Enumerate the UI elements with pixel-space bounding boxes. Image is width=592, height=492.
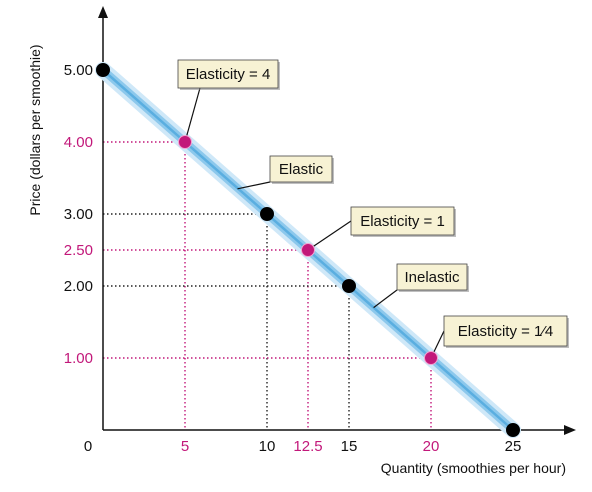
callouts: Elasticity = 4 Elastic Elasticity = 1 Inela… <box>177 59 569 348</box>
data-point-2 <box>260 207 274 221</box>
x-tick-label-2: 12.5 <box>293 438 322 455</box>
data-point-4 <box>342 279 356 293</box>
guide-lines <box>103 141 432 430</box>
callout-label-3: Inelastic <box>404 269 460 286</box>
data-point-6 <box>506 423 520 437</box>
data-point-3 <box>301 243 315 257</box>
data-point-0 <box>96 63 110 77</box>
data-point-5 <box>424 351 438 365</box>
y-tick-label-5: 5.00 <box>64 62 93 79</box>
callout-leader-1 <box>237 181 271 190</box>
callout-leader-3 <box>373 289 398 309</box>
y-tick-label-4: 4.00 <box>64 134 93 151</box>
y-tick-label-2: 2.50 <box>64 242 93 259</box>
tick-labels: 5 10 12.5 15 20 25 1.00 2.00 2.50 3.00 4.00 5.00 <box>64 62 522 455</box>
callout-box-1 <box>269 155 333 183</box>
x-axis-arrow <box>564 425 576 435</box>
callout-leader-2 <box>307 220 352 251</box>
y-axis-arrow <box>98 6 108 18</box>
x-tick-label-1: 10 <box>259 438 276 455</box>
data-points <box>96 63 520 437</box>
callout-label-1: Elastic <box>279 161 324 178</box>
callout-leader-0 <box>184 87 201 143</box>
origin-label: 0 <box>84 438 92 455</box>
x-tick-label-3: 15 <box>341 438 358 455</box>
y-tick-label-1: 2.00 <box>64 278 93 295</box>
x-axis-label: Quantity (smoothies per hour) <box>381 460 566 476</box>
axes <box>98 6 576 435</box>
callout-label-2: Elasticity = 1 <box>360 213 445 230</box>
callout-label-0: Elasticity = 4 <box>186 66 271 83</box>
y-tick-label-3: 3.00 <box>64 206 93 223</box>
callout-box-0 <box>177 59 279 89</box>
callout-box-2 <box>350 206 455 236</box>
x-tick-label-5: 25 <box>505 438 522 455</box>
x-tick-label-0: 5 <box>181 438 189 455</box>
callout-box-4 <box>443 315 568 347</box>
x-tick-label-4: 20 <box>423 438 440 455</box>
y-axis-label: Price (dollars per smoothie) <box>27 44 43 215</box>
callout-label-4: Elasticity = 1⁄4 <box>458 323 553 340</box>
y-tick-label-0: 1.00 <box>64 350 93 367</box>
callout-box-3 <box>396 263 468 291</box>
data-point-1 <box>178 135 192 149</box>
